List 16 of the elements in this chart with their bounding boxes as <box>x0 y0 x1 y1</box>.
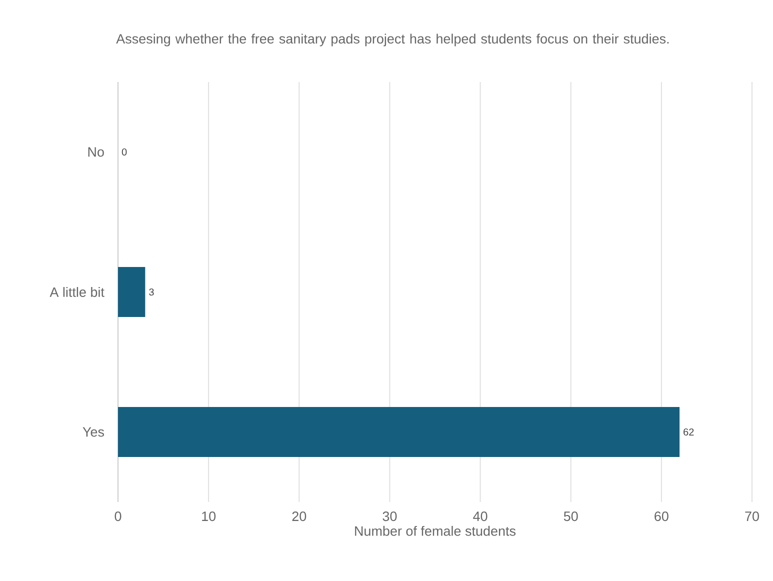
chart-title: Assesing whether the free sanitary pads project has helped students focus on their studies. <box>116 34 669 46</box>
data-label: 3 <box>149 288 154 296</box>
x-tick-label: 0 <box>114 512 122 522</box>
y-tick-label: A little bit <box>50 287 104 297</box>
x-tick-label: 10 <box>202 512 216 522</box>
x-tick-label: 30 <box>382 512 397 522</box>
x-axis-title: Number of female students <box>355 526 516 536</box>
x-tick-label: 70 <box>745 512 759 522</box>
x-tick-label: 50 <box>564 512 578 522</box>
x-tick-label: 20 <box>292 512 306 522</box>
x-tick-label: 60 <box>654 512 668 522</box>
x-tick-label: 40 <box>473 512 488 522</box>
y-tick-label: No <box>88 147 104 157</box>
data-label: 62 <box>684 428 694 436</box>
data-label: 0 <box>122 148 127 156</box>
y-tick-label: Yes <box>82 427 104 437</box>
